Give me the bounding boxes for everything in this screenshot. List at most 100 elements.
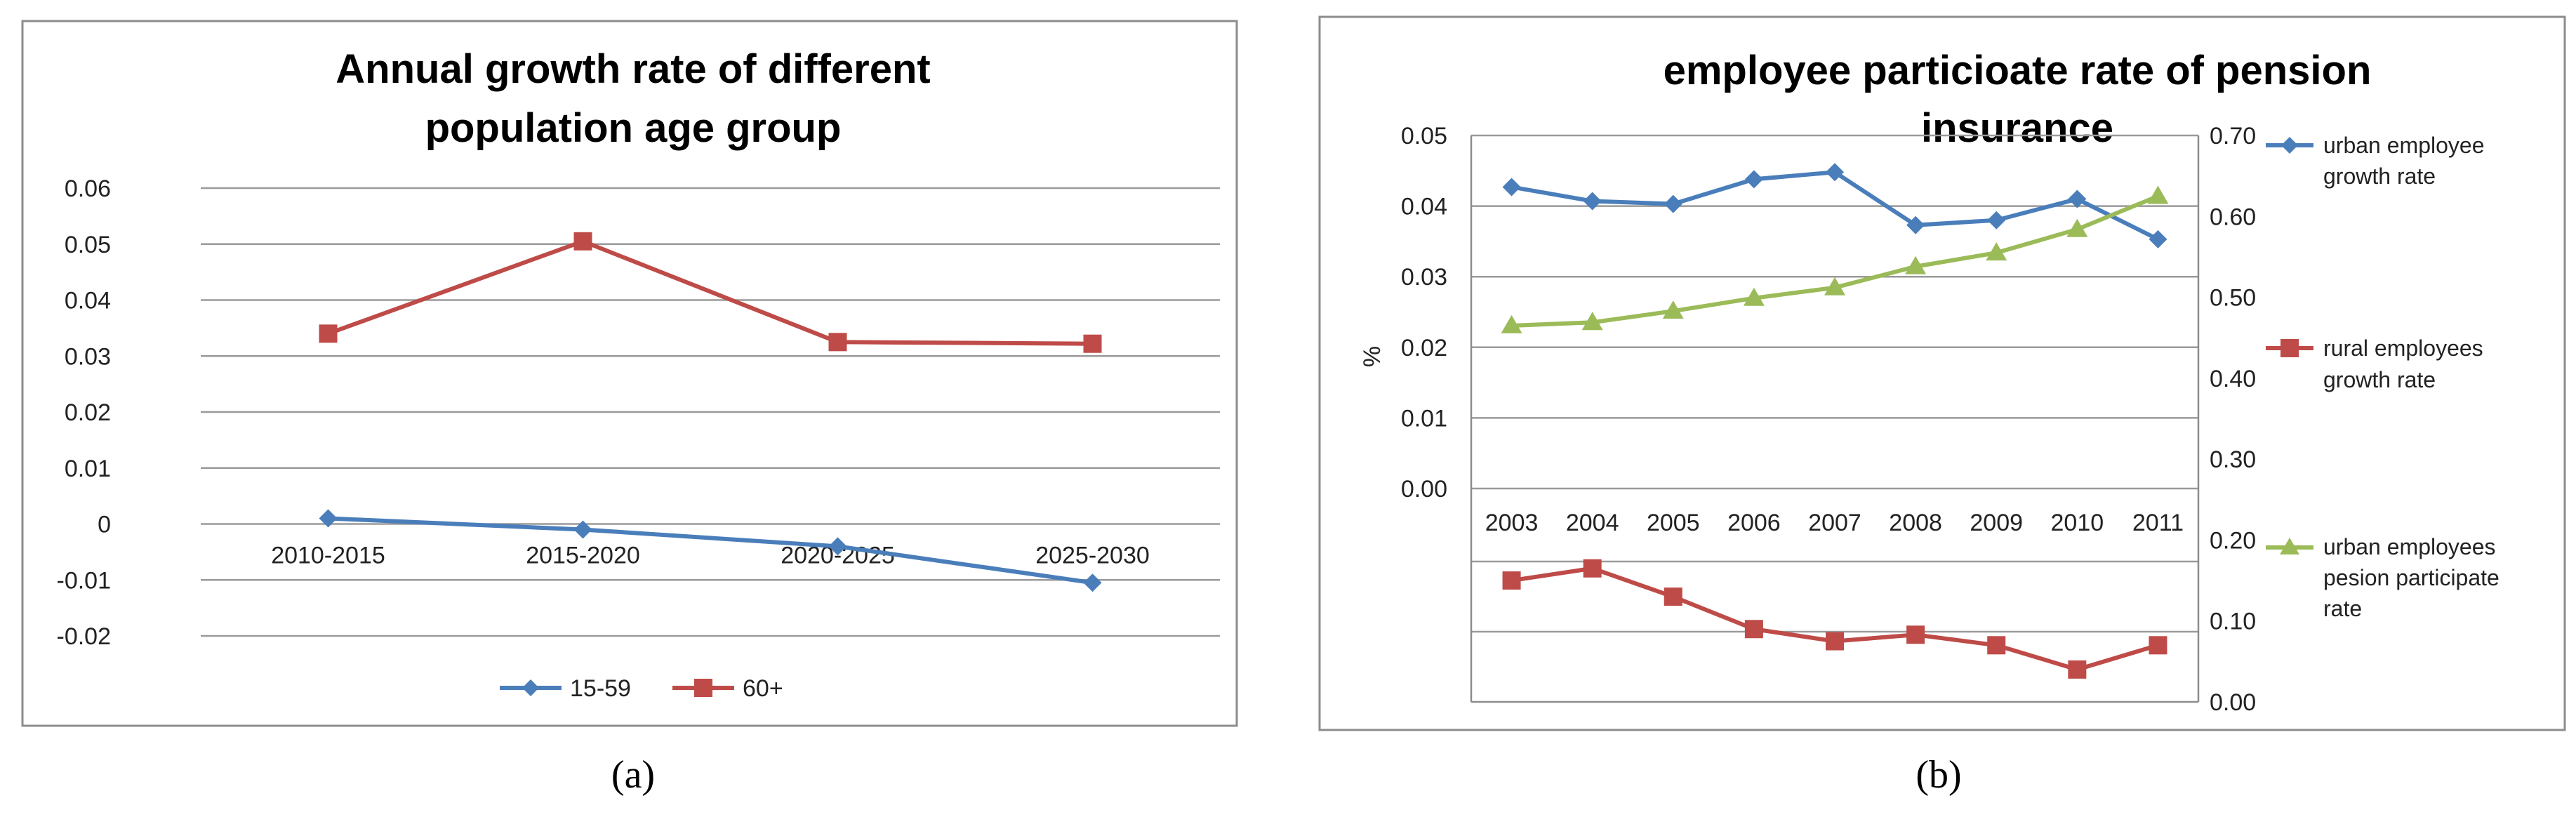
chart-b-right-y-tick-0-00: 0.00 — [2210, 689, 2256, 716]
series-rural-employees-growth-rate-point-2003 — [1502, 571, 1521, 590]
chart-a-series — [319, 232, 1102, 592]
legend-rural-growth-marker — [2280, 339, 2299, 357]
chart-a-legend: 15-59 60+ — [500, 675, 783, 702]
chart-a-x-tick-2015-2020: 2015-2020 — [526, 543, 640, 569]
chart-a-y-tick-0-06: 0.06 — [65, 175, 111, 202]
series-urban-employee-growth-rate-point-2004 — [1583, 192, 1602, 211]
series-rural-employees-growth-rate-point-2008 — [1906, 625, 1925, 644]
series-urban-employee-growth-rate-point-2007 — [1826, 163, 1844, 182]
chart-b-right-y-tick-0-40: 0.40 — [2210, 366, 2256, 392]
chart-b-x-tick-2005: 2005 — [1647, 510, 1700, 536]
series-15-59-point-2025-2030 — [1083, 573, 1102, 592]
chart-b-x-tick-2008: 2008 — [1889, 510, 1942, 536]
series-60-point-2020-2025 — [828, 333, 847, 352]
chart-b-x-tick-2007: 2007 — [1808, 510, 1861, 536]
chart-b-title-line1: employee particioate rate of pension — [1664, 48, 2372, 93]
chart-b-x-tick-2010: 2010 — [2051, 510, 2104, 536]
series-15-59-point-2010-2015 — [319, 509, 338, 528]
chart-a-y-tick-0-01: -0.01 — [57, 567, 112, 594]
chart-b-x-tick-2004: 2004 — [1566, 510, 1619, 536]
chart-b-left-y-tick-0-00: 0.00 — [1401, 476, 1447, 503]
chart-b-left-y-tick-0-05: 0.05 — [1401, 123, 1447, 150]
chart-b-x-tick-2011: 2011 — [2132, 510, 2184, 536]
legend-urban-growth-label-line1: urban employee — [2323, 133, 2484, 158]
legend-15-59-marker — [522, 679, 539, 696]
chart-a-x-tick-2010-2015: 2010-2015 — [271, 543, 385, 569]
chart-b-right-y-tick-0-70: 0.70 — [2210, 123, 2256, 150]
chart-a-x-tick-labels: 2010-2015 2015-2020 2020-2025 2025-2030 — [271, 543, 1150, 569]
series-rural-employees-growth-rate-point-2006 — [1744, 620, 1763, 639]
chart-b-x-tick-labels: 2003 2004 2005 2006 2007 2008 2009 2010 2011 — [1485, 510, 2184, 536]
chart-b-series — [1501, 163, 2169, 679]
caption-b: (b) — [1916, 753, 1961, 797]
series-60-line — [327, 239, 1093, 346]
chart-b-right-y-tick-0-20: 0.20 — [2210, 527, 2256, 554]
series-rural-employees-growth-rate-point-2011 — [2149, 636, 2167, 655]
series-15-59-line — [328, 516, 1093, 585]
legend-rural-growth-label-line2: growth rate — [2323, 367, 2436, 392]
legend-pension-rate-label-line2: pesion participate — [2323, 565, 2499, 590]
chart-b-left-y-tick-labels: 0.05 0.04 0.03 0.02 0.01 0.00 — [1401, 123, 1447, 503]
chart-b-right-y-tick-0-60: 0.60 — [2210, 204, 2256, 230]
chart-a: Annual growth rate of different populati… — [21, 20, 1238, 727]
chart-a-y-tick-0-02: -0.02 — [57, 623, 112, 650]
series-rural-employees-growth-rate-point-2009 — [1987, 636, 2006, 655]
chart-a-y-tick-0: 0 — [98, 512, 111, 538]
series-urban-employees-pesion-participate-point-2003 — [1501, 314, 1522, 333]
legend-pension-rate-marker — [2280, 538, 2299, 554]
chart-b-legend: urban employee growth rate rural employe… — [2266, 133, 2499, 621]
chart-b-right-y-tick-0-50: 0.50 — [2210, 285, 2256, 312]
series-15-59-point-2015-2020 — [573, 520, 592, 539]
series-urban-employees-pesion-participate-point-2007 — [1824, 277, 1845, 295]
series-rural-employees-growth-rate-point-2005 — [1664, 587, 1682, 606]
series-urban-employee-growth-rate-point-2011 — [2149, 230, 2167, 248]
series-urban-employees-pesion-participate-point-2011 — [2147, 185, 2169, 204]
chart-b-x-tick-2003: 2003 — [1485, 510, 1539, 536]
series-urban-employee-growth-rate-point-2010 — [2068, 190, 2087, 208]
chart-b-left-y-tick-0-04: 0.04 — [1401, 194, 1447, 220]
chart-b-left-y-tick-0-02: 0.02 — [1401, 335, 1447, 361]
chart-a-y-tick-0-01: 0.01 — [65, 456, 111, 482]
series-urban-employees-pesion-participate-point-2008 — [1905, 255, 1927, 274]
chart-b-right-y-tick-0-30: 0.30 — [2210, 446, 2256, 473]
series-rural-employees-growth-rate-point-2010 — [2068, 660, 2087, 679]
series-urban-employee-growth-rate-point-2006 — [1744, 170, 1763, 189]
chart-a-title-line2: population age group — [425, 105, 842, 151]
series-urban-employees-pesion-participate-point-2006 — [1743, 287, 1765, 306]
chart-b-title-line2: insurance — [1921, 105, 2113, 151]
legend-rural-growth-label-line1: rural employees — [2323, 336, 2483, 361]
chart-b-right-y-tick-0-10: 0.10 — [2210, 609, 2256, 635]
series-urban-employee-growth-rate-point-2009 — [1987, 211, 2006, 230]
chart-a-y-tick-0-02: 0.02 — [65, 399, 111, 426]
series-60-point-2015-2020 — [573, 232, 592, 251]
chart-b-left-y-tick-0-03: 0.03 — [1401, 264, 1447, 291]
series-urban-employees-pesion-participate-point-2004 — [1581, 312, 1603, 331]
series-15-59-point-2020-2025 — [828, 537, 847, 556]
chart-b-left-y-tick-0-01: 0.01 — [1401, 405, 1447, 432]
series-rural-employees-growth-rate-point-2007 — [1826, 632, 1844, 651]
series-urban-employees-pesion-participate-point-2005 — [1662, 300, 1684, 319]
legend-pension-rate-label-line1: urban employees — [2323, 534, 2495, 559]
legend-urban-growth-label-line2: growth rate — [2323, 164, 2436, 189]
series-urban-employees-pesion-participate-point-2010 — [2066, 218, 2088, 237]
legend-15-59-label: 15-59 — [570, 675, 631, 702]
series-rural-employees-growth-rate-point-2004 — [1583, 559, 1602, 578]
chart-a-y-tick-0-03: 0.03 — [65, 343, 111, 370]
caption-a: (a) — [611, 753, 655, 797]
legend-60plus-label: 60+ — [743, 675, 783, 702]
series-urban-employee-growth-rate-point-2005 — [1664, 194, 1682, 213]
chart-a-frame — [21, 20, 1238, 727]
legend-pension-rate-label-line3: rate — [2323, 596, 2362, 621]
series-urban-employees-pesion-participate-point-2009 — [1986, 242, 2007, 261]
chart-b-right-y-tick-labels: 0.70 0.60 0.50 0.40 0.30 0.20 0.10 0.00 — [2210, 123, 2256, 716]
chart-a-title-line1: Annual growth rate of different — [336, 46, 930, 92]
chart-b-x-tick-2009: 2009 — [1970, 510, 2023, 536]
chart-b: employee particioate rate of pension ins… — [1318, 15, 2566, 731]
chart-b-y-axis-label: % — [1359, 346, 1386, 367]
chart-a-y-tick-labels: 0.06 0.05 0.04 0.03 0.02 0.01 0 -0.01 -0.02 — [57, 175, 112, 650]
series-60-point-2025-2030 — [1083, 334, 1102, 353]
series-urban-employee-growth-rate-point-2003 — [1502, 178, 1521, 197]
series-60-point-2010-2015 — [319, 324, 338, 343]
legend-60plus-marker — [694, 679, 712, 697]
